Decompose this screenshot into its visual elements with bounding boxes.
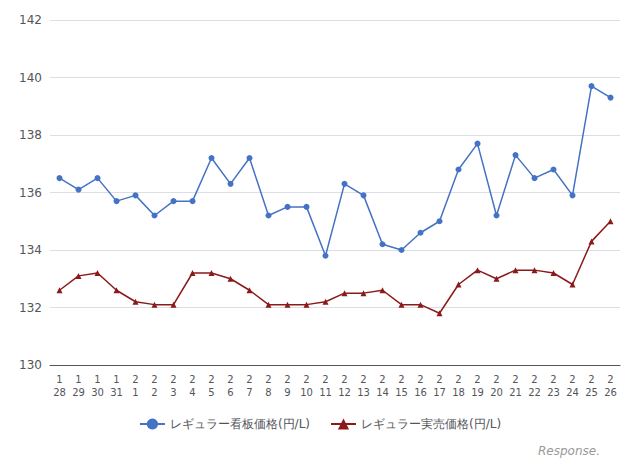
svg-text:13: 13 (357, 387, 370, 398)
svg-text:2: 2 (379, 374, 385, 385)
svg-text:30: 30 (91, 387, 104, 398)
svg-text:2: 2 (265, 374, 271, 385)
svg-text:2: 2 (341, 374, 347, 385)
svg-text:5: 5 (208, 387, 214, 398)
svg-text:2: 2 (322, 374, 328, 385)
svg-text:2: 2 (246, 374, 252, 385)
svg-text:1: 1 (132, 387, 138, 398)
svg-text:10: 10 (300, 387, 313, 398)
svg-text:8: 8 (265, 387, 271, 398)
svg-text:2: 2 (455, 374, 461, 385)
svg-text:2: 2 (550, 374, 556, 385)
svg-text:2: 2 (569, 374, 575, 385)
svg-text:2: 2 (360, 374, 366, 385)
svg-text:28: 28 (53, 387, 66, 398)
svg-text:9: 9 (284, 387, 290, 398)
svg-text:2: 2 (474, 374, 480, 385)
svg-text:3: 3 (170, 387, 176, 398)
svg-text:134: 134 (19, 243, 42, 257)
svg-text:26: 26 (604, 387, 617, 398)
svg-text:23: 23 (547, 387, 560, 398)
svg-text:2: 2 (588, 374, 594, 385)
svg-text:18: 18 (452, 387, 465, 398)
svg-text:1: 1 (75, 374, 81, 385)
svg-text:21: 21 (509, 387, 522, 398)
svg-text:20: 20 (490, 387, 503, 398)
svg-text:130: 130 (19, 358, 42, 372)
svg-text:140: 140 (19, 71, 42, 85)
svg-text:2: 2 (151, 387, 157, 398)
svg-text:6: 6 (227, 387, 233, 398)
svg-text:2: 2 (607, 374, 613, 385)
svg-text:1: 1 (113, 374, 119, 385)
svg-text:1: 1 (56, 374, 62, 385)
svg-text:2: 2 (303, 374, 309, 385)
svg-text:29: 29 (72, 387, 85, 398)
svg-text:2: 2 (284, 374, 290, 385)
svg-text:15: 15 (395, 387, 408, 398)
svg-text:136: 136 (19, 186, 42, 200)
svg-text:2: 2 (208, 374, 214, 385)
svg-text:2: 2 (132, 374, 138, 385)
svg-text:14: 14 (376, 387, 389, 398)
svg-text:2: 2 (227, 374, 233, 385)
svg-text:11: 11 (319, 387, 332, 398)
svg-text:24: 24 (566, 387, 579, 398)
svg-text:2: 2 (436, 374, 442, 385)
svg-text:4: 4 (189, 387, 195, 398)
svg-text:Response.: Response. (538, 444, 600, 458)
svg-text:2: 2 (151, 374, 157, 385)
svg-text:12: 12 (338, 387, 351, 398)
svg-text:142: 142 (19, 13, 42, 27)
svg-text:2: 2 (398, 374, 404, 385)
svg-text:138: 138 (19, 128, 42, 142)
svg-text:31: 31 (110, 387, 123, 398)
svg-text:レギュラー看板価格(円/L): レギュラー看板価格(円/L) (170, 417, 310, 431)
svg-text:7: 7 (246, 387, 252, 398)
svg-text:19: 19 (471, 387, 484, 398)
svg-text:16: 16 (414, 387, 427, 398)
svg-text:1: 1 (94, 374, 100, 385)
svg-text:17: 17 (433, 387, 446, 398)
svg-text:2: 2 (417, 374, 423, 385)
svg-text:2: 2 (170, 374, 176, 385)
svg-text:2: 2 (531, 374, 537, 385)
svg-text:2: 2 (512, 374, 518, 385)
svg-text:レギュラー実売価格(円/L): レギュラー実売価格(円/L) (361, 417, 501, 431)
svg-text:2: 2 (493, 374, 499, 385)
svg-text:22: 22 (528, 387, 541, 398)
svg-text:132: 132 (19, 301, 42, 315)
svg-text:2: 2 (189, 374, 195, 385)
svg-text:25: 25 (585, 387, 598, 398)
